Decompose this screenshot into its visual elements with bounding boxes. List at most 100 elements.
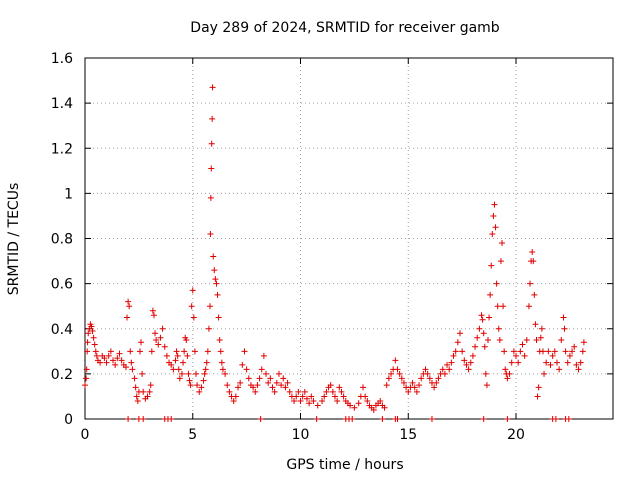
data-point <box>441 370 448 377</box>
data-point <box>321 393 328 400</box>
data-point <box>428 416 435 422</box>
data-point <box>239 361 246 368</box>
data-point <box>450 352 457 359</box>
y-tick-label: 1.6 <box>51 51 73 67</box>
data-point <box>146 388 153 395</box>
data-point <box>206 303 213 310</box>
data-point <box>400 379 407 386</box>
data-point <box>510 348 517 355</box>
data-point <box>340 393 347 400</box>
data-point <box>506 370 513 377</box>
data-point <box>513 352 520 359</box>
data-point <box>208 165 215 172</box>
data-point <box>125 416 132 422</box>
data-point <box>172 357 179 364</box>
data-point <box>465 366 472 373</box>
data-point <box>217 348 224 355</box>
data-point <box>489 230 496 237</box>
data-point <box>552 416 559 422</box>
data-point <box>480 416 487 422</box>
data-point <box>265 379 272 386</box>
data-point <box>280 375 287 382</box>
x-tick-label: 15 <box>399 427 417 443</box>
data-point <box>529 249 536 256</box>
y-tick-labels: 0 0.2 0.4 0.6 0.8 1 1.2 1.4 1.6 <box>51 51 73 428</box>
data-point <box>185 370 192 377</box>
data-point <box>295 388 302 395</box>
data-point <box>192 370 199 377</box>
data-point <box>422 366 429 373</box>
data-point <box>521 352 528 359</box>
y-tick-label: 1.2 <box>51 141 73 157</box>
data-point <box>472 343 479 350</box>
data-point <box>202 366 209 373</box>
data-point <box>439 366 446 373</box>
data-point <box>82 382 88 389</box>
data-point <box>398 375 405 382</box>
data-point <box>331 393 338 400</box>
data-point <box>83 366 90 373</box>
data-point <box>271 388 278 395</box>
data-point <box>216 337 223 344</box>
data-point <box>456 330 463 337</box>
x-tick-label: 5 <box>188 427 197 443</box>
data-point <box>90 334 97 341</box>
data-point <box>487 291 494 298</box>
data-point <box>150 312 157 319</box>
data-point <box>105 352 112 359</box>
data-point <box>493 280 500 287</box>
data-point <box>565 416 572 422</box>
data-point <box>301 388 308 395</box>
data-point <box>497 258 504 265</box>
data-point <box>149 307 156 314</box>
data-point <box>580 339 587 346</box>
x-tick-label: 0 <box>81 427 90 443</box>
data-point <box>543 359 550 366</box>
data-point <box>519 341 526 348</box>
data-point <box>349 416 356 422</box>
data-point <box>424 370 431 377</box>
data-point <box>243 366 250 373</box>
data-point <box>571 343 578 350</box>
data-point <box>250 384 257 391</box>
data-point <box>411 384 418 391</box>
y-tick-label: 1 <box>64 186 73 202</box>
data-point <box>314 402 321 409</box>
data-point <box>134 397 141 404</box>
data-point <box>136 348 143 355</box>
data-point <box>112 361 119 368</box>
data-point <box>495 325 502 332</box>
data-point <box>539 348 546 355</box>
data-point <box>545 348 552 355</box>
data-point <box>481 343 488 350</box>
data-point <box>84 348 91 355</box>
data-point <box>486 314 493 321</box>
data-point <box>209 84 216 91</box>
data-point <box>132 384 139 391</box>
data-point <box>275 370 282 377</box>
data-point <box>173 348 180 355</box>
data-point <box>566 352 573 359</box>
data-point <box>482 370 489 377</box>
data-point <box>230 397 237 404</box>
y-tick-label: 0.8 <box>51 232 73 248</box>
data-point <box>201 370 208 377</box>
data-point <box>131 375 138 382</box>
data-point <box>334 397 341 404</box>
data-point <box>564 359 571 366</box>
data-point <box>556 366 563 373</box>
x-tick-label: 20 <box>507 427 525 443</box>
data-point <box>551 348 558 355</box>
axis-ticks <box>84 57 613 420</box>
data-point <box>194 382 201 389</box>
x-tick-label: 10 <box>292 427 310 443</box>
data-point <box>483 382 490 389</box>
data-point <box>183 337 190 344</box>
data-point <box>553 359 560 366</box>
data-point <box>490 212 497 219</box>
data-point <box>155 341 162 348</box>
data-point <box>263 370 270 377</box>
data-point <box>549 352 556 359</box>
data-point <box>435 375 442 382</box>
data-point <box>392 357 399 364</box>
